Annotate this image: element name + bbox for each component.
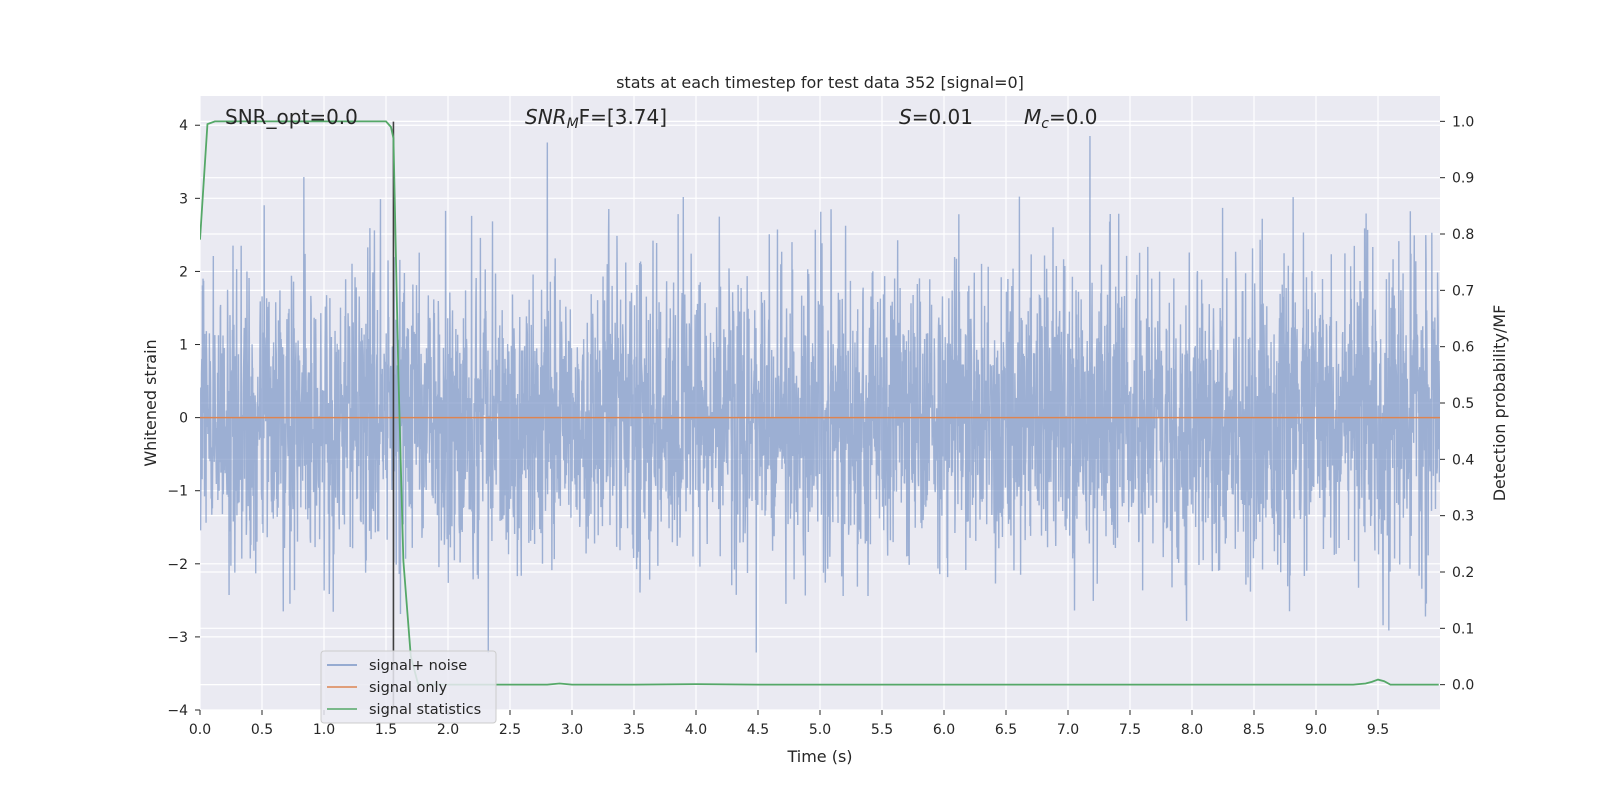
y-right-tick-labels: 0.0 0.1 0.2 0.3 0.4 0.5 0.6 0.7 0.8 0.9 1.0 (1440, 114, 1474, 694)
x-tick-label: 9.0 (1305, 722, 1327, 738)
y-tick-label: −1 (167, 484, 188, 500)
x-tick-label: 0.0 (189, 722, 211, 738)
y-right-tick-label: 0.9 (1452, 171, 1474, 187)
x-tick-label: 7.0 (1057, 722, 1079, 738)
annotation-s-rest: =0.01 (912, 105, 973, 129)
annotation-s-main: S (899, 105, 912, 129)
x-tick-labels: 0.0 0.5 1.0 1.5 2.0 2.5 3.0 3.5 4.0 4.5 5.0 5.5 6.0 6… (189, 710, 1389, 738)
annotation-mc: Mc=0.0 (1024, 105, 1098, 132)
series-layer (200, 120, 1440, 710)
legend-label-signal-statistics: signal statistics (369, 702, 481, 718)
y-tick-label: 3 (179, 191, 188, 207)
x-tick-label: 1.0 (313, 722, 335, 738)
y-right-tick-label: 0.0 (1452, 678, 1474, 694)
y-tick-label: 1 (179, 338, 188, 354)
series-signal-plus-noise (200, 135, 1440, 654)
x-tick-label: 7.5 (1119, 722, 1141, 738)
y-right-tick-label: 0.7 (1452, 283, 1474, 299)
x-tick-label: 5.5 (871, 722, 893, 738)
x-tick-label: 3.0 (561, 722, 583, 738)
x-tick-label: 3.5 (623, 722, 645, 738)
y-right-tick-label: 0.5 (1452, 396, 1474, 412)
y-tick-label: 4 (179, 118, 188, 134)
x-tick-label: 2.5 (499, 722, 521, 738)
annotation-mc-sub: c (1041, 116, 1049, 132)
annotation-snr-opt: SNR_opt=0.0 (225, 105, 358, 129)
annotation-s-stat: S=0.01 (899, 105, 973, 129)
x-tick-label: 0.5 (251, 722, 273, 738)
series-signal-statistics (200, 120, 1439, 686)
x-tick-label: 4.0 (685, 722, 707, 738)
legend-label-signal-plus-noise: signal+ noise (369, 658, 467, 674)
y-right-tick-label: 0.8 (1452, 227, 1474, 243)
y-right-tick-label: 1.0 (1452, 114, 1474, 130)
x-axis-label: Time (s) (786, 747, 852, 766)
annotation-mc-rest: =0.0 (1049, 105, 1098, 129)
x-tick-label: 8.5 (1243, 722, 1265, 738)
y-right-tick-label: 0.2 (1452, 565, 1474, 581)
y-tick-label: −4 (167, 703, 188, 719)
y-right-axis-label: Detection probability/MF (1490, 305, 1509, 502)
x-tick-label: 9.5 (1367, 722, 1389, 738)
y-tick-labels: −4 −3 −2 −1 0 1 2 3 4 (167, 118, 200, 719)
x-tick-label: 5.0 (809, 722, 831, 738)
legend-box (320, 650, 497, 724)
legend: signal+ noise signal only signal statist… (320, 650, 497, 724)
y-tick-label: 0 (179, 411, 188, 427)
annotation-snr-mf-main: SNR (525, 105, 567, 129)
x-tick-label: 6.5 (995, 722, 1017, 738)
y-tick-label: −2 (167, 557, 188, 573)
annotation-mc-main: M (1024, 105, 1041, 129)
x-tick-label: 1.5 (375, 722, 397, 738)
legend-label-signal-only: signal only (369, 680, 448, 696)
annotation-snr-mf-rest: F=[3.74] (579, 105, 667, 129)
y-right-tick-label: 0.6 (1452, 340, 1474, 356)
chart-title: stats at each timestep for test data 352… (616, 73, 1024, 92)
x-tick-label: 2.0 (437, 722, 459, 738)
x-tick-label: 8.0 (1181, 722, 1203, 738)
x-tick-label: 4.5 (747, 722, 769, 738)
y-axis-label: Whitened strain (141, 339, 160, 466)
y-right-tick-label: 0.1 (1452, 621, 1474, 637)
y-tick-label: 2 (179, 264, 188, 280)
annotation-snr-mf-sub: M (567, 116, 579, 132)
annotation-snr-mf: SNRMF=[3.74] (525, 105, 667, 132)
y-tick-label: −3 (167, 630, 188, 646)
y-right-tick-label: 0.4 (1452, 452, 1474, 468)
annotations: SNR_opt=0.0 SNRMF=[3.74] S=0.01 Mc=0.0 (225, 105, 1098, 132)
y-right-tick-label: 0.3 (1452, 509, 1474, 525)
x-tick-label: 6.0 (933, 722, 955, 738)
